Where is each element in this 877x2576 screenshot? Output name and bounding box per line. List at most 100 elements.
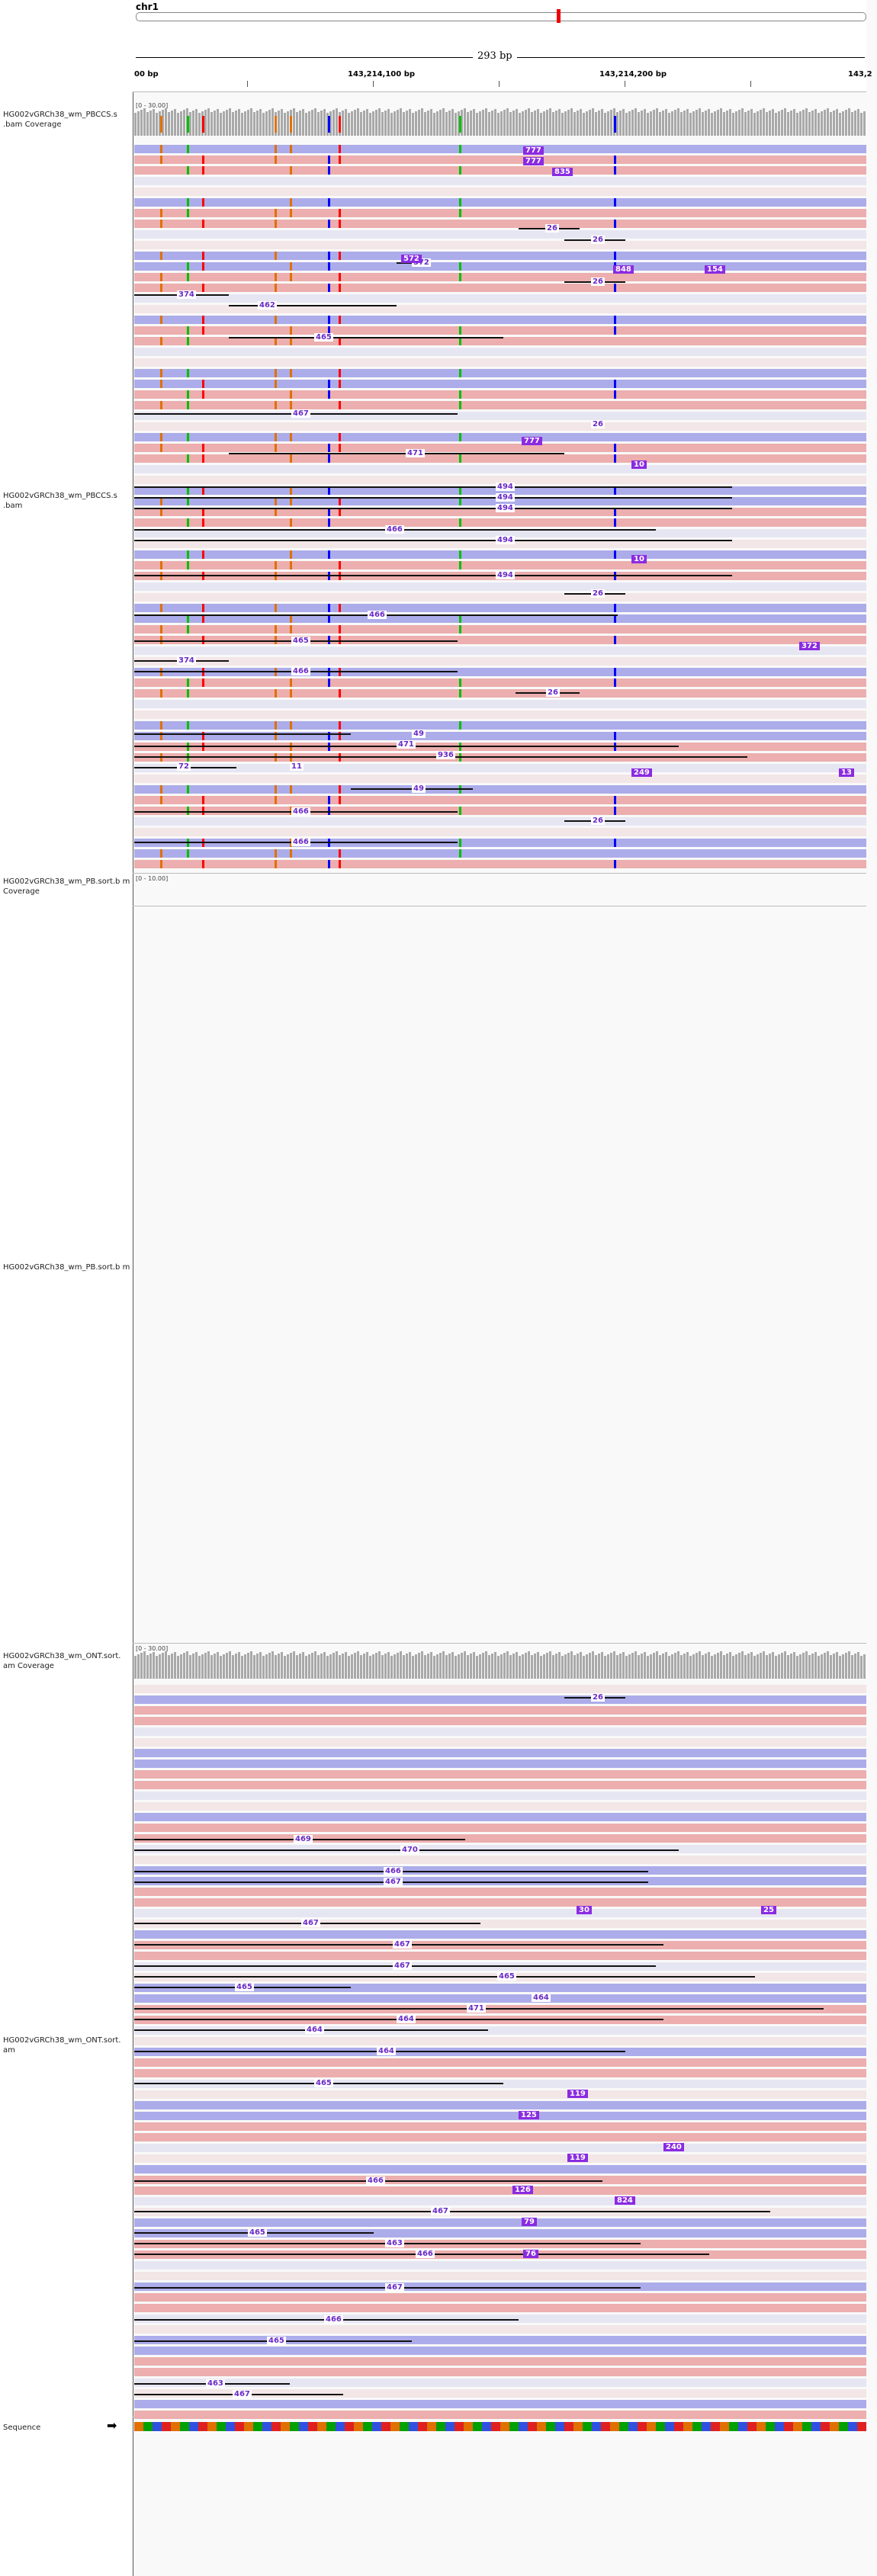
variant-mark	[160, 849, 162, 858]
track-label-pbccs-coverage[interactable]: HG002vGRCh38_wm_PBCCS.s .bam Coverage	[3, 111, 117, 129]
coverage-bar	[424, 1655, 426, 1679]
insertion-badge: 126	[512, 2186, 533, 2194]
coverage-bar	[583, 1656, 585, 1679]
base-cell	[394, 2422, 397, 2431]
variant-mark	[290, 390, 292, 399]
track-label-sequence[interactable]: Sequence	[3, 2424, 41, 2432]
coverage-bar	[296, 1655, 298, 1679]
coverage-bar	[549, 108, 551, 136]
read-length-label: 466	[368, 611, 387, 619]
track-label-ont-coverage[interactable]: HG002vGRCh38_wm_ONT.sort. am Coverage	[3, 1652, 121, 1670]
read-alignment	[134, 2197, 866, 2205]
coverage-bar	[369, 1656, 371, 1679]
coverage-bar	[750, 109, 753, 136]
insertion-badge: 10	[631, 555, 647, 563]
base-cell	[753, 2422, 757, 2431]
variant-mark	[328, 454, 330, 463]
variant-mark	[160, 796, 162, 804]
coverage-bar	[586, 111, 588, 136]
coverage-bar	[848, 108, 850, 136]
coverage-bar	[769, 1654, 771, 1679]
base-cell	[183, 2422, 186, 2431]
variant-mark	[187, 209, 189, 217]
coverage-bar	[207, 1651, 210, 1679]
coverage-bar	[134, 1656, 137, 1679]
coverage-bar	[601, 1652, 603, 1679]
chromosome-ideogram[interactable]	[136, 12, 866, 21]
coverage-bar	[299, 111, 301, 136]
read-alignment	[134, 860, 866, 868]
variant-mark	[202, 732, 204, 740]
coverage-bar	[229, 108, 231, 136]
base-cell	[473, 2422, 476, 2431]
coverage-bar	[293, 108, 295, 136]
read-alignment	[134, 1909, 866, 1917]
coverage-bar	[595, 1655, 597, 1679]
track-label-pb-coverage[interactable]: HG002vGRCh38_wm_PB.sort.b m Coverage	[3, 877, 130, 896]
base-cell	[622, 2422, 625, 2431]
variant-mark	[160, 732, 162, 740]
coverage-variant-mark	[160, 116, 162, 133]
coverage-bar	[830, 1655, 832, 1679]
variant-mark	[459, 849, 461, 858]
base-cell	[519, 2422, 522, 2431]
base-cell	[692, 2422, 695, 2431]
read-connector	[134, 733, 351, 735]
coverage-bar	[427, 1654, 429, 1679]
read-alignment	[134, 2112, 866, 2120]
ruler-tick	[247, 81, 248, 87]
variant-mark	[328, 550, 330, 559]
variant-mark	[339, 785, 341, 794]
coverage-bar	[561, 113, 564, 136]
read-connector	[134, 1976, 755, 1978]
coverage-bar	[403, 1655, 405, 1679]
variant-mark	[459, 209, 461, 217]
variant-mark	[187, 145, 189, 153]
variant-mark	[614, 796, 616, 804]
base-cell	[702, 2422, 705, 2431]
strand-arrow-icon[interactable]: ➡	[107, 2418, 117, 2433]
variant-mark	[614, 860, 616, 868]
coverage-bar	[247, 110, 249, 136]
base-cell	[265, 2422, 268, 2431]
coverage-bar	[589, 110, 591, 136]
base-cell	[220, 2422, 223, 2431]
track-label-ont[interactable]: HG002vGRCh38_wm_ONT.sort. am	[3, 2036, 121, 2055]
variant-mark	[290, 273, 292, 281]
coverage-bar	[753, 1656, 756, 1679]
track-label-pb[interactable]: HG002vGRCh38_wm_PB.sort.b m	[3, 1263, 130, 1272]
coverage-bar	[284, 1656, 286, 1679]
base-cell	[570, 2422, 573, 2431]
base-cell	[705, 2422, 708, 2431]
variant-mark	[187, 550, 189, 559]
variant-mark	[328, 518, 330, 527]
coverage-bar	[464, 108, 466, 136]
base-cell	[409, 2422, 412, 2431]
read-alignment	[134, 2186, 866, 2195]
insertion-badge: 824	[615, 2196, 635, 2205]
read-alignment	[134, 412, 866, 420]
track-label-pbccs[interactable]: HG002vGRCh38_wm_PBCCS.s .bam	[3, 492, 117, 510]
coverage-range: [0 - 30.00]	[136, 1645, 169, 1652]
variant-mark	[459, 166, 461, 175]
read-alignment	[134, 401, 866, 409]
coverage-bar	[214, 1654, 216, 1679]
read-alignment	[134, 2368, 866, 2376]
base-cell	[320, 2422, 323, 2431]
coverage-bar	[210, 1655, 213, 1679]
coverage-bar	[207, 108, 210, 136]
variant-mark	[459, 550, 461, 559]
variant-mark	[275, 497, 277, 505]
coverage-bar	[397, 1653, 399, 1679]
base-cell	[400, 2422, 403, 2431]
coverage-bar	[732, 1656, 734, 1679]
coverage-bar	[692, 111, 695, 136]
coverage-bar	[662, 111, 664, 136]
base-cell	[564, 2422, 567, 2431]
coverage-bar	[339, 1655, 341, 1679]
coverage-bar	[308, 1654, 310, 1679]
base-cell	[747, 2422, 750, 2431]
coverage-bar	[625, 1656, 628, 1679]
coverage-bar	[342, 1654, 344, 1679]
reference-sequence-bar[interactable]	[134, 2422, 866, 2431]
